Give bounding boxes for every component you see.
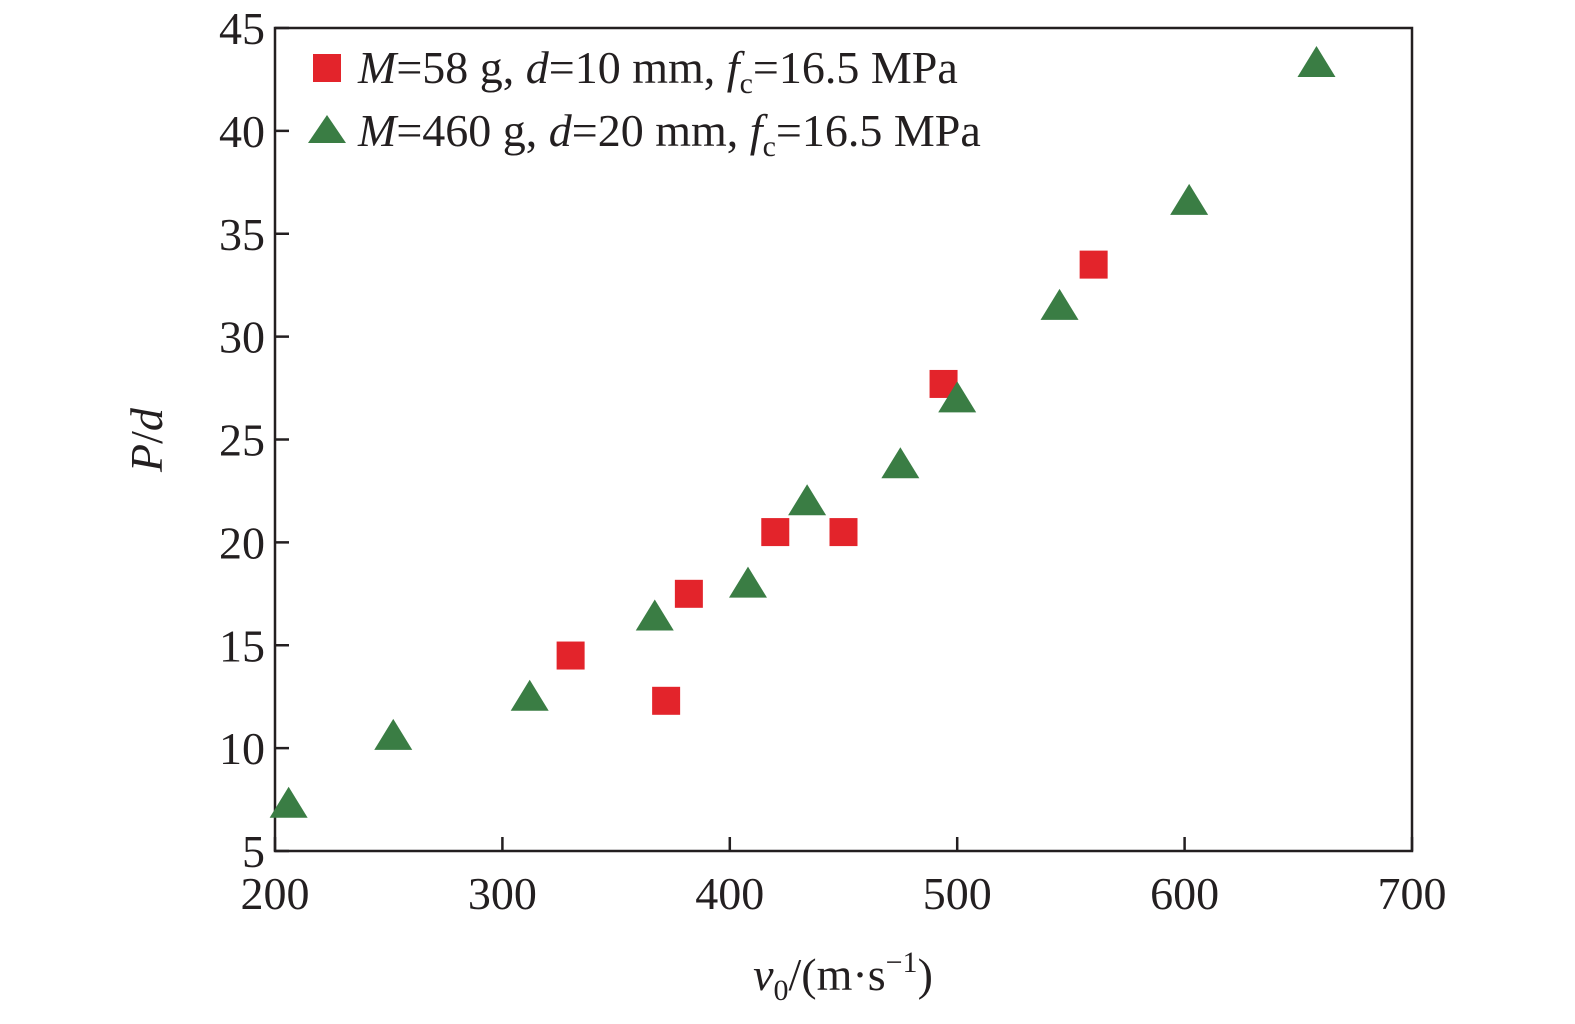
legend-item-series-2: M=460 g, d=20 mm, fc=16.5 MPa [308, 105, 981, 163]
data-point-square [556, 641, 585, 670]
x-tick-label: 400 [695, 868, 764, 919]
data-point-triangle [728, 566, 767, 598]
y-tick-label: 20 [219, 517, 265, 568]
x-tick-label: 600 [1150, 868, 1219, 919]
data-point-square [761, 518, 790, 547]
legend-marker-triangle [308, 115, 346, 143]
data-point-square [674, 579, 703, 608]
legend-marker-square [313, 54, 341, 82]
legend-label-series-1: M=58 g, d=10 mm, fc=16.5 MPa [357, 42, 958, 100]
x-axis: 200 300 400 500 600 700 [241, 837, 1447, 919]
data-point-triangle [510, 679, 549, 711]
data-point-triangle [938, 381, 977, 413]
y-tick-label: 35 [219, 209, 265, 260]
y-tick-label: 45 [219, 3, 265, 54]
data-point-square [829, 518, 858, 547]
y-tick-label: 15 [219, 620, 265, 671]
x-tick-label: 200 [241, 868, 310, 919]
y-axis: 5 10 15 20 25 30 35 40 45 [219, 3, 289, 877]
y-tick-label: 5 [242, 826, 265, 877]
y-tick-label: 25 [219, 415, 265, 466]
legend-label-series-2: M=460 g, d=20 mm, fc=16.5 MPa [357, 105, 981, 163]
x-tick-label: 500 [923, 868, 992, 919]
data-point-square [652, 686, 681, 715]
data-point-triangle [788, 484, 827, 516]
x-tick-label: 300 [468, 868, 537, 919]
y-axis-title: P/d [121, 407, 172, 473]
data-point-triangle [374, 718, 413, 750]
data-point-triangle [269, 786, 308, 818]
x-tick-label: 700 [1378, 868, 1447, 919]
data-point-triangle [1297, 46, 1336, 78]
data-point-triangle [1040, 288, 1079, 320]
legend-item-series-1: M=58 g, d=10 mm, fc=16.5 MPa [313, 42, 958, 100]
y-tick-label: 30 [219, 312, 265, 363]
data-point-square [1079, 250, 1108, 279]
y-tick-label: 40 [219, 106, 265, 157]
y-tick-label: 10 [219, 723, 265, 774]
data-markers [269, 46, 1336, 818]
data-point-triangle [635, 599, 674, 631]
legend: M=58 g, d=10 mm, fc=16.5 MPa M=460 g, d=… [308, 42, 981, 163]
data-point-triangle [1170, 183, 1209, 215]
x-axis-title: v0/(m·s−1) [753, 946, 933, 1007]
data-point-triangle [881, 447, 920, 479]
